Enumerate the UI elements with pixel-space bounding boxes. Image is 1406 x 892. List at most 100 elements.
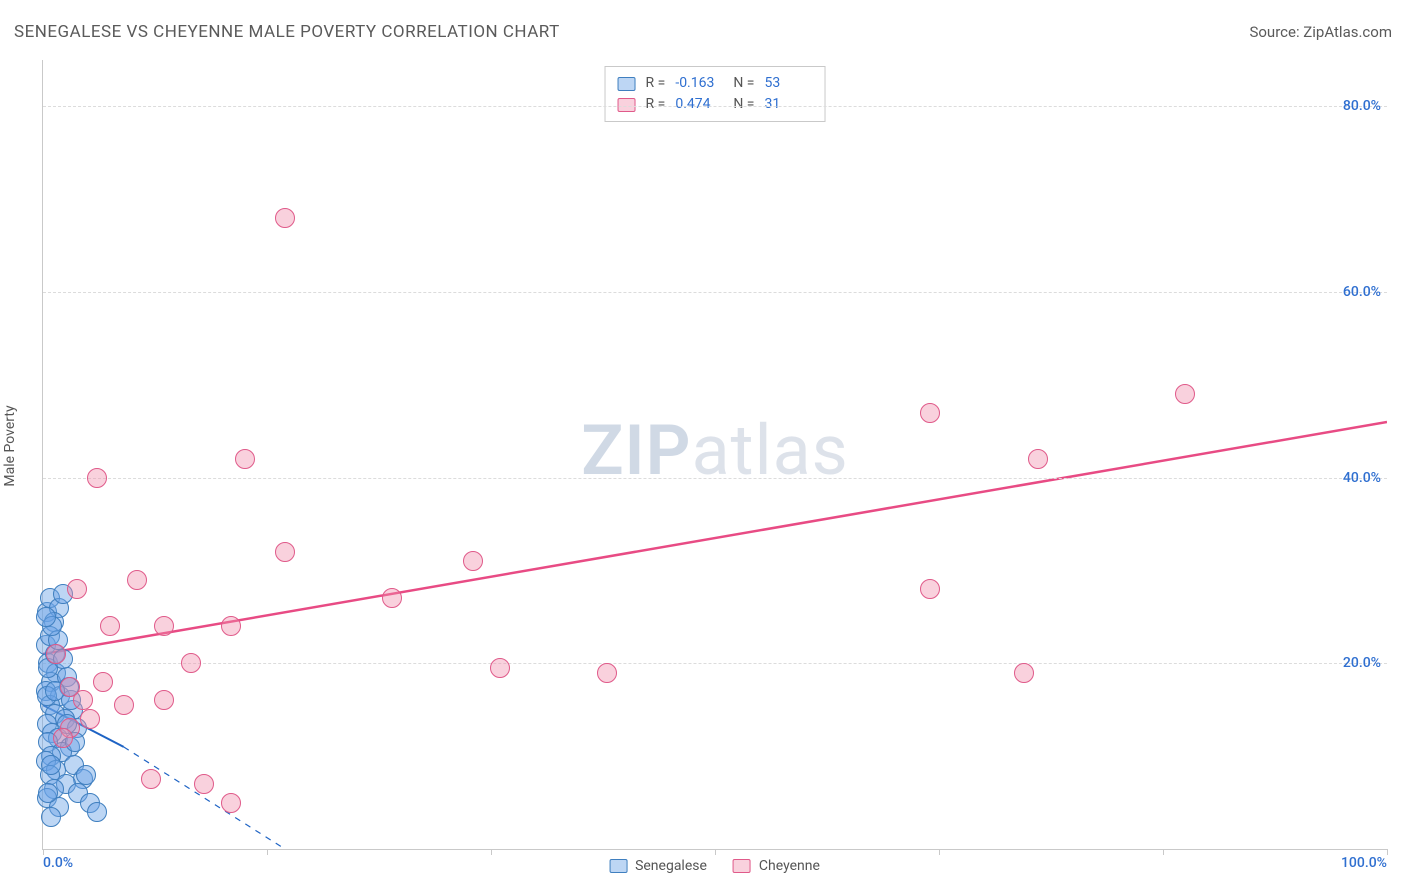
legend-label: Cheyenne bbox=[759, 858, 820, 874]
regression-line-dashed bbox=[124, 747, 285, 849]
scatter-point bbox=[64, 755, 84, 775]
scatter-point bbox=[93, 672, 113, 692]
y-axis-label: Male Poverty bbox=[2, 405, 18, 486]
scatter-point bbox=[235, 449, 255, 469]
stats-row: R = 0.474 N = 31 bbox=[618, 94, 813, 115]
header-row: SENEGALESE VS CHEYENNE MALE POVERTY CORR… bbox=[14, 22, 1392, 42]
plot-container: ZIPatlas R = -0.163 N = 53 R = 0.474 N = 31 20.… bbox=[42, 60, 1387, 850]
scatter-point bbox=[38, 732, 58, 752]
scatter-point bbox=[76, 765, 96, 785]
y-tick-label: 80.0% bbox=[1343, 98, 1381, 114]
scatter-point bbox=[59, 677, 79, 697]
scatter-point bbox=[37, 686, 57, 706]
scatter-point bbox=[57, 714, 77, 734]
scatter-point bbox=[68, 783, 88, 803]
scatter-point bbox=[53, 584, 73, 604]
watermark: ZIPatlas bbox=[581, 409, 849, 491]
y-tick-label: 40.0% bbox=[1343, 470, 1381, 486]
gridline-h bbox=[43, 663, 1387, 664]
scatter-point bbox=[63, 700, 83, 720]
scatter-point bbox=[87, 802, 107, 822]
y-tick-label: 60.0% bbox=[1343, 284, 1381, 300]
scatter-point bbox=[41, 746, 61, 766]
scatter-point bbox=[194, 774, 214, 794]
scatter-point bbox=[67, 718, 87, 738]
scatter-point bbox=[38, 783, 58, 803]
scatter-point bbox=[463, 551, 483, 571]
x-tick-label: 0.0% bbox=[43, 855, 73, 871]
stat-r-label: R = bbox=[646, 73, 666, 94]
stat-r-label: R = bbox=[646, 94, 666, 115]
scatter-point bbox=[45, 681, 65, 701]
x-tick bbox=[267, 849, 268, 855]
scatter-point bbox=[275, 208, 295, 228]
scatter-point bbox=[40, 626, 60, 646]
stat-n-label: N = bbox=[733, 73, 754, 94]
scatter-point bbox=[36, 635, 56, 655]
series-swatch bbox=[618, 77, 636, 91]
scatter-point bbox=[1028, 449, 1048, 469]
legend-bottom: Senegalese Cheyenne bbox=[609, 858, 820, 874]
scatter-point bbox=[60, 718, 80, 738]
scatter-point bbox=[221, 793, 241, 813]
scatter-point bbox=[60, 737, 80, 757]
scatter-point bbox=[37, 602, 57, 622]
x-tick-label: 100.0% bbox=[1341, 855, 1387, 871]
scatter-point bbox=[1175, 384, 1195, 404]
scatter-point bbox=[221, 616, 241, 636]
legend-swatch bbox=[733, 859, 751, 873]
watermark-strong: ZIP bbox=[581, 409, 691, 491]
scatter-point bbox=[114, 695, 134, 715]
stat-r-value: 0.474 bbox=[675, 94, 723, 115]
stats-row: R = -0.163 N = 53 bbox=[618, 73, 813, 94]
scatter-point bbox=[920, 403, 940, 423]
scatter-point bbox=[60, 677, 80, 697]
scatter-point bbox=[80, 793, 100, 813]
source-label: Source: ZipAtlas.com bbox=[1249, 23, 1392, 41]
scatter-point bbox=[44, 779, 64, 799]
scatter-point bbox=[154, 690, 174, 710]
gridline-h bbox=[43, 292, 1387, 293]
regression-lines bbox=[43, 60, 1387, 849]
chart-title: SENEGALESE VS CHEYENNE MALE POVERTY CORR… bbox=[14, 22, 560, 42]
stat-n-value: 31 bbox=[764, 94, 812, 115]
scatter-point bbox=[49, 598, 69, 618]
y-tick-label: 20.0% bbox=[1343, 655, 1381, 671]
scatter-point bbox=[48, 630, 68, 650]
watermark-rest: atlas bbox=[692, 409, 849, 491]
scatter-point bbox=[46, 760, 66, 780]
scatter-point bbox=[48, 728, 68, 748]
scatter-point bbox=[61, 690, 81, 710]
legend-label: Senegalese bbox=[635, 858, 707, 874]
stat-n-label: N = bbox=[733, 94, 754, 115]
scatter-point bbox=[141, 769, 161, 789]
scatter-point bbox=[41, 672, 61, 692]
scatter-point bbox=[154, 616, 174, 636]
scatter-point bbox=[41, 755, 61, 775]
scatter-point bbox=[41, 807, 61, 827]
scatter-point bbox=[42, 616, 62, 636]
scatter-point bbox=[275, 542, 295, 562]
scatter-point bbox=[40, 588, 60, 608]
correlation-stats-box: R = -0.163 N = 53 R = 0.474 N = 31 bbox=[605, 66, 826, 122]
regression-line-solid bbox=[43, 422, 1387, 654]
stat-n-value: 53 bbox=[764, 73, 812, 94]
scatter-point bbox=[49, 797, 69, 817]
scatter-point bbox=[53, 728, 73, 748]
scatter-point bbox=[127, 570, 147, 590]
gridline-h bbox=[43, 478, 1387, 479]
scatter-point bbox=[45, 644, 65, 664]
scatter-point bbox=[55, 709, 75, 729]
scatter-point bbox=[37, 788, 57, 808]
gridline-h bbox=[43, 106, 1387, 107]
scatter-point bbox=[920, 579, 940, 599]
scatter-point bbox=[382, 588, 402, 608]
stat-r-value: -0.163 bbox=[675, 73, 723, 94]
scatter-point bbox=[40, 695, 60, 715]
scatter-point bbox=[490, 658, 510, 678]
scatter-point bbox=[37, 714, 57, 734]
scatter-point bbox=[100, 616, 120, 636]
scatter-point bbox=[73, 690, 93, 710]
x-tick bbox=[491, 849, 492, 855]
scatter-point bbox=[80, 709, 100, 729]
